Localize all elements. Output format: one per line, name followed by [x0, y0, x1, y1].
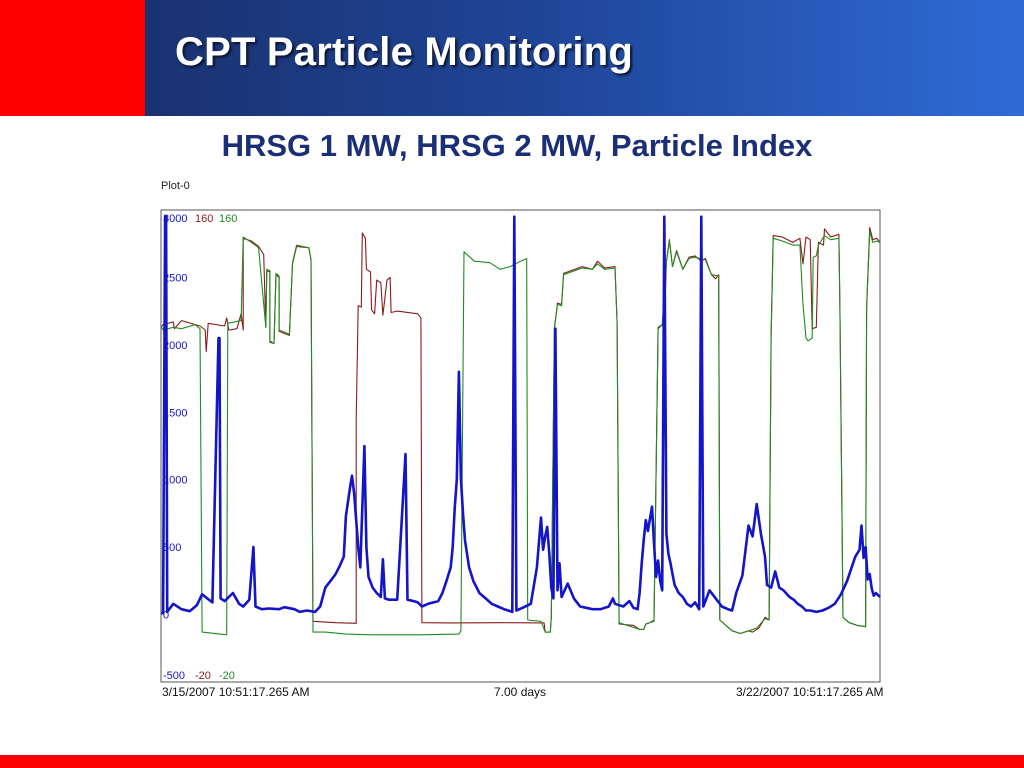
red-axis-bottom-label: -20	[195, 670, 211, 682]
series-layer	[160, 215, 881, 636]
slide-title: CPT Particle Monitoring	[175, 30, 633, 74]
green-axis-top-label: 160	[219, 213, 237, 225]
title-bar	[145, 0, 1024, 116]
plot-area-border	[160, 209, 881, 683]
y-tick-label: 1500	[163, 407, 187, 419]
y-tick-label: 2500	[163, 272, 187, 284]
green-axis-bottom-label: -20	[219, 670, 235, 682]
red-axis-top-label: 160	[195, 213, 213, 225]
y-tick-label: 2000	[163, 340, 187, 352]
series-blue-line	[161, 215, 881, 615]
axis-label-layer: 3000 2500 2000 1500 1000 500 0 160 160 -500 -20 -20	[163, 213, 237, 682]
plot-name-label: Plot-0	[161, 180, 190, 192]
red-accent-block	[0, 0, 145, 116]
x-span-label: 7.00 days	[494, 685, 547, 699]
slide-subtitle: HRSG 1 MW, HRSG 2 MW, Particle Index	[221, 128, 813, 163]
y-tick-label: 500	[163, 542, 181, 554]
y-tick-label: 1000	[163, 475, 187, 487]
y-tick-label: 0	[163, 610, 169, 622]
bottom-red-bar	[0, 755, 1024, 768]
blue-axis-bottom-label: -500	[163, 670, 185, 682]
y-tick-label: 3000	[163, 213, 187, 225]
series-green-line	[160, 231, 881, 636]
x-start-label: 3/15/2007 10:51:17.265 AM	[162, 685, 310, 699]
x-end-label: 3/22/2007 10:51:17.265 AM	[736, 685, 884, 699]
